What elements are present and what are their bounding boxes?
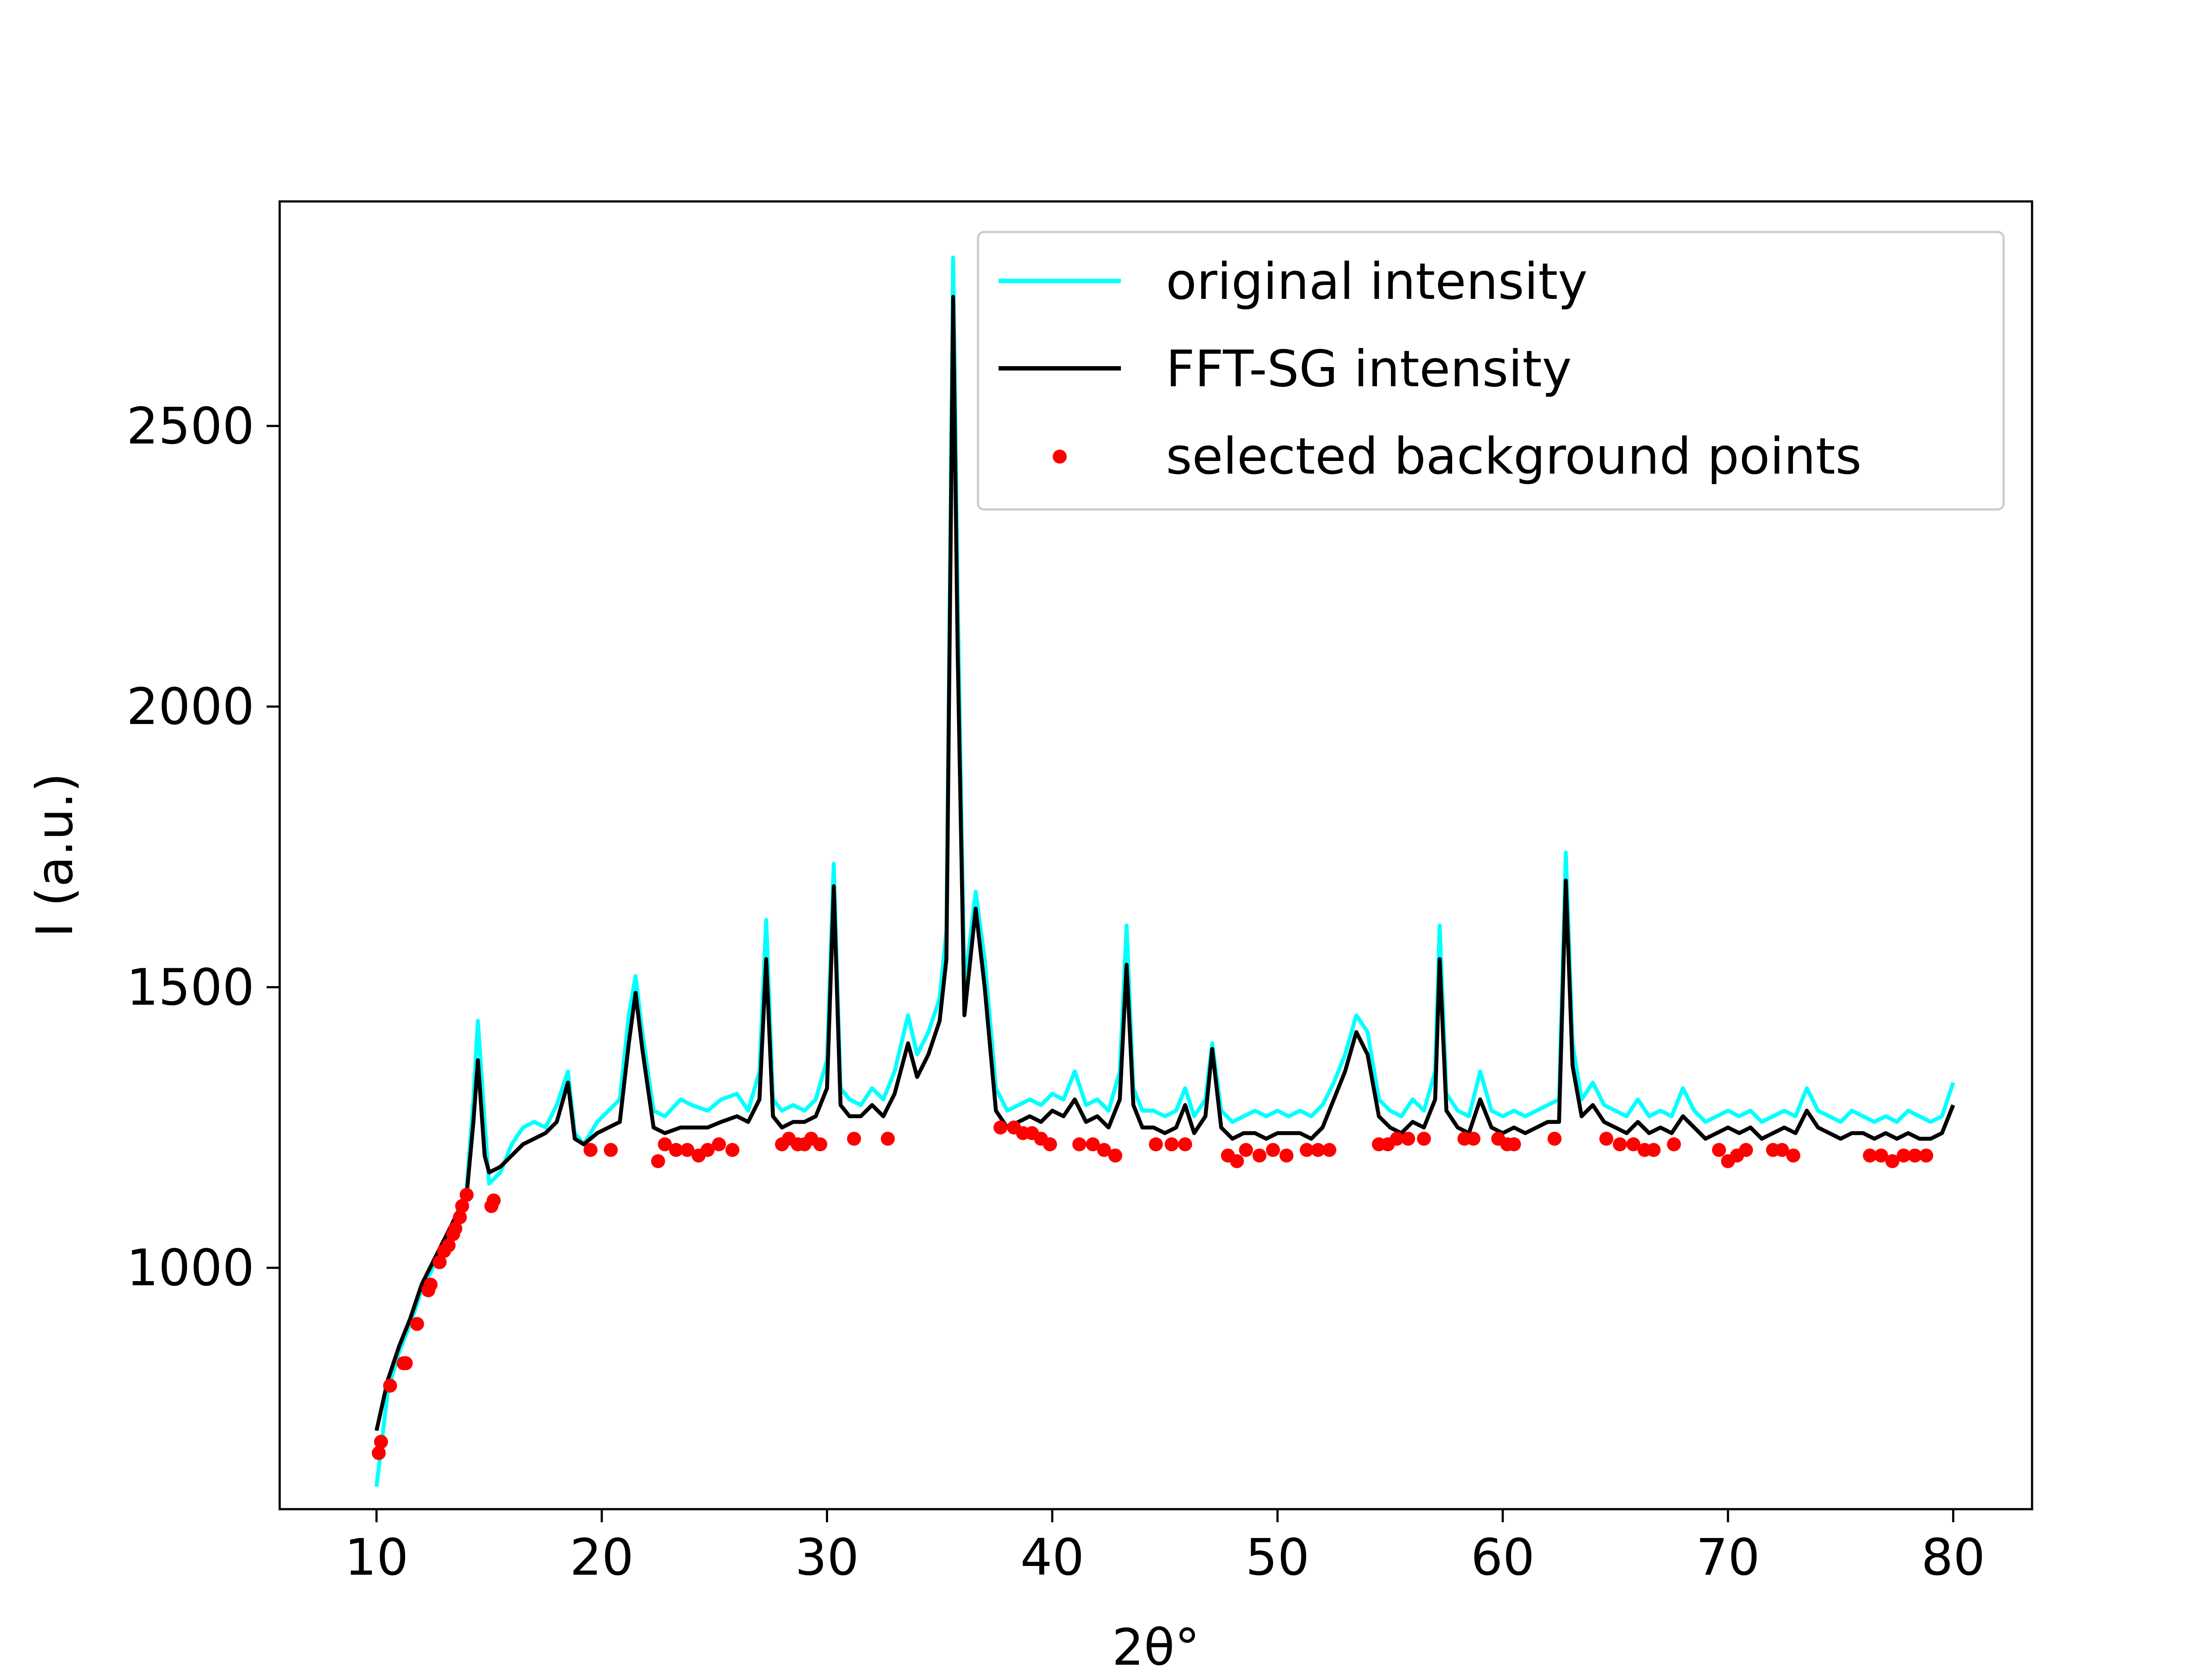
background-point	[1547, 1132, 1562, 1146]
legend-label-fftsg: FFT-SG intensity	[1166, 340, 1572, 398]
series-layer	[371, 256, 1955, 1487]
background-point	[1300, 1143, 1314, 1157]
background-point	[1786, 1148, 1800, 1163]
background-point	[1230, 1154, 1244, 1168]
background-point	[1919, 1148, 1933, 1163]
x-tick-label: 80	[1921, 1528, 1985, 1587]
background-point	[1252, 1148, 1267, 1163]
background-point	[1178, 1137, 1192, 1151]
background-point	[410, 1317, 424, 1331]
y-tick-label: 2500	[126, 397, 254, 456]
y-tick-label: 1500	[126, 958, 254, 1017]
background-point	[603, 1143, 618, 1157]
background-point	[1507, 1137, 1521, 1151]
background-point	[1874, 1148, 1888, 1163]
background-point	[448, 1221, 462, 1236]
background-point	[1862, 1148, 1877, 1163]
background-point	[658, 1137, 672, 1151]
background-point	[1599, 1132, 1613, 1146]
background-point	[1417, 1132, 1431, 1146]
background-point	[1613, 1137, 1627, 1151]
background-point	[1897, 1148, 1911, 1163]
background-point	[993, 1120, 1008, 1135]
legend-label-original: original intensity	[1166, 253, 1588, 311]
legend: original intensity FFT-SG intensity sele…	[977, 231, 2005, 511]
series-line-1	[375, 294, 1955, 1431]
background-point	[433, 1255, 447, 1269]
x-tick-label: 10	[344, 1528, 408, 1587]
background-point	[1739, 1143, 1753, 1157]
background-point	[1086, 1137, 1100, 1151]
background-point	[423, 1278, 438, 1292]
background-point	[486, 1193, 501, 1208]
background-point	[1775, 1143, 1789, 1157]
background-point	[383, 1379, 397, 1393]
x-tick-label: 40	[1020, 1528, 1084, 1587]
background-point	[1885, 1154, 1900, 1168]
background-point	[374, 1434, 388, 1449]
x-axis: 10 20 30 40 50 60 70 80	[344, 1509, 1985, 1587]
background-point	[1097, 1143, 1111, 1157]
background-point	[712, 1137, 726, 1151]
background-point	[1466, 1132, 1481, 1146]
background-point	[813, 1137, 827, 1151]
background-point	[1239, 1143, 1253, 1157]
background-point	[1108, 1148, 1123, 1163]
y-tick-label: 2000	[126, 678, 254, 736]
x-axis-label: 2θ°	[1112, 1618, 1200, 1677]
legend-label-background: selected background points	[1166, 427, 1862, 486]
background-point	[725, 1143, 739, 1157]
background-point	[680, 1143, 694, 1157]
background-point	[1401, 1132, 1415, 1146]
background-point	[1149, 1137, 1163, 1151]
background-point	[1390, 1132, 1404, 1146]
background-point	[1165, 1137, 1179, 1151]
background-point	[1311, 1143, 1325, 1157]
background-point	[371, 1446, 386, 1460]
background-point	[441, 1238, 456, 1253]
y-axis-label: I (a.u.)	[26, 773, 84, 938]
background-point	[459, 1188, 474, 1202]
background-point	[1626, 1137, 1640, 1151]
x-tick-label: 30	[795, 1528, 859, 1587]
background-point	[1043, 1137, 1057, 1151]
y-axis: 1000 1500 2000 2500	[126, 397, 280, 1298]
background-point	[399, 1356, 413, 1370]
background-point	[1279, 1148, 1294, 1163]
background-point	[1072, 1137, 1086, 1151]
background-point	[701, 1143, 715, 1157]
x-tick-label: 60	[1471, 1528, 1535, 1587]
background-point	[1322, 1143, 1336, 1157]
plot-frame	[278, 200, 2033, 1510]
x-tick-label: 70	[1696, 1528, 1760, 1587]
x-tick-label: 50	[1245, 1528, 1309, 1587]
background-point	[881, 1132, 895, 1146]
background-point	[1667, 1137, 1681, 1151]
background-point	[669, 1143, 683, 1157]
background-point	[651, 1154, 665, 1168]
x-tick-label: 20	[570, 1528, 634, 1587]
background-point	[1908, 1148, 1922, 1163]
background-point	[847, 1132, 861, 1146]
legend-swatch-background	[1053, 450, 1067, 464]
y-tick-label: 1000	[126, 1239, 254, 1298]
background-point	[1712, 1143, 1726, 1157]
legend-box	[977, 231, 2005, 511]
background-point	[583, 1143, 598, 1157]
background-point	[455, 1199, 469, 1213]
background-point	[453, 1210, 467, 1224]
background-point	[1266, 1143, 1280, 1157]
background-point	[1647, 1143, 1661, 1157]
series-line-0	[375, 256, 1955, 1487]
